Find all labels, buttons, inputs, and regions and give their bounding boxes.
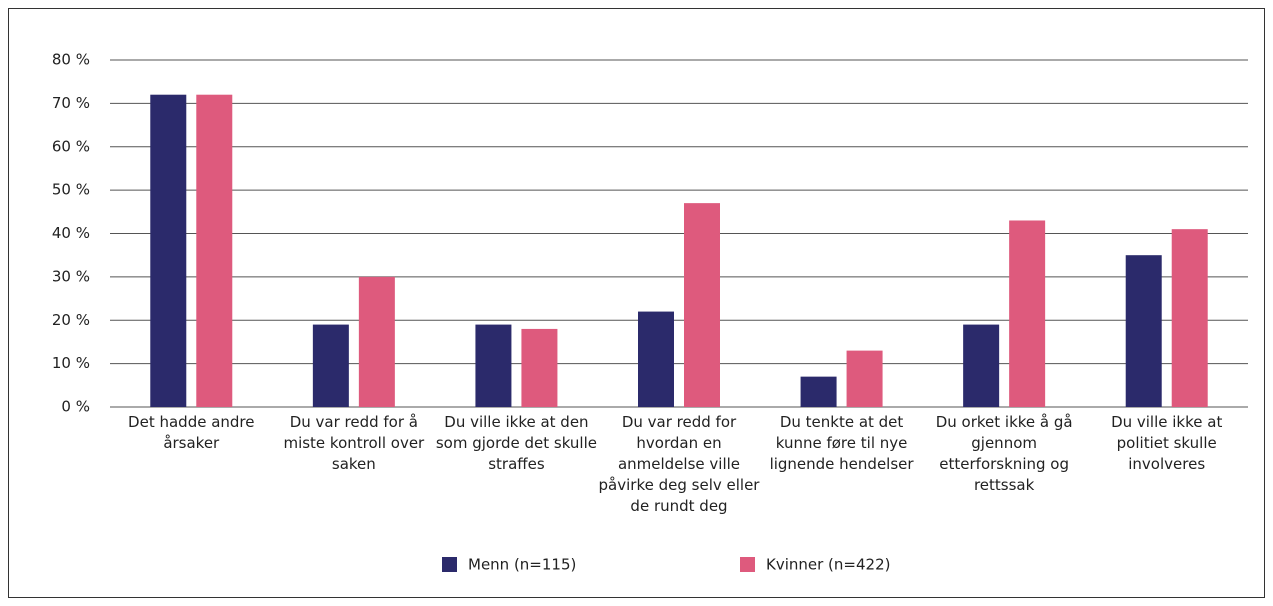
legend-swatch [740,557,755,572]
x-tick-label: Du ville ikke at politiet skulle involve… [1111,413,1223,473]
bar [150,94,187,407]
bar [196,94,233,407]
x-tick-label: Du tenkte at det kunne føre til nye lign… [769,413,914,473]
y-tick-label: 20 % [52,311,90,329]
bar [1125,255,1162,407]
x-tick-label: Det hadde andre årsaker [128,413,255,452]
bar [475,324,512,407]
bar [312,324,349,407]
legend-label: Kvinner (n=422) [766,556,890,574]
bar [638,311,674,407]
legend-swatch [442,557,457,572]
y-tick-label: 40 % [52,224,90,242]
bar [963,324,1000,407]
y-tick-label: 80 % [52,51,90,69]
x-tick-label: Du var redd for hvordan en anmeldelse vi… [598,413,760,515]
legend-label: Menn (n=115) [468,556,576,574]
y-tick-label: 0 % [61,398,90,416]
y-tick-label: 50 % [52,181,90,199]
frame [8,8,1265,598]
bar [800,376,837,407]
y-tick-label: 10 % [52,354,90,372]
y-tick-label: 60 % [52,137,90,155]
x-tick-label: Du var redd for å miste kontroll over sa… [283,413,425,473]
bar [684,203,720,407]
bar [1009,220,1046,407]
y-tick-label: 70 % [52,94,90,112]
bar [1171,229,1208,407]
bar [846,350,883,407]
bar [521,328,558,407]
x-tick-label: Du orket ikke å gå gjennom etterforsknin… [935,413,1073,494]
y-tick-label: 30 % [52,267,90,285]
bar [358,276,395,407]
x-tick-label: Du ville ikke at den som gjorde det skul… [435,413,597,473]
